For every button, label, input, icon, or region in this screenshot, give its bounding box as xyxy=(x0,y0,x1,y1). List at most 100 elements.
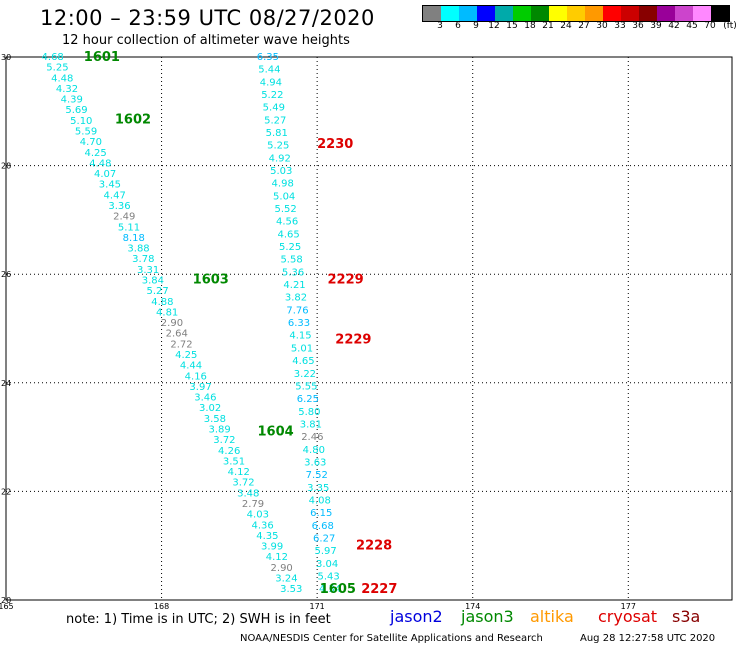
legend-label: 36 xyxy=(632,21,644,31)
color-scale-labels: 3 6 9 12 15 18 21 24 27 30 33 36 39 42 45 70 (ft) xyxy=(422,21,740,35)
pass-label: 1604 xyxy=(258,425,294,440)
wave-height-point: 4.16 xyxy=(185,371,207,382)
wave-height-point: 5.55 xyxy=(295,381,317,392)
plot-frame xyxy=(5,56,733,601)
wave-height-point: 4.39 xyxy=(61,95,83,106)
wave-height-point: 4.35 xyxy=(256,531,278,542)
wave-height-point: 4.07 xyxy=(94,169,116,180)
wave-height-point: 4.81 xyxy=(156,307,178,318)
wave-height-point: 4.15 xyxy=(289,331,311,342)
legend-swatch xyxy=(477,6,495,21)
pass-label: 1602 xyxy=(115,112,151,127)
wave-height-point: 3.72 xyxy=(232,478,254,489)
wave-height-point: 5.04 xyxy=(273,191,295,202)
wave-height-point: 3.04 xyxy=(316,559,338,570)
legend-label: 12 xyxy=(488,21,500,31)
wave-height-point: 4.36 xyxy=(251,520,273,531)
wave-height-point: 4.08 xyxy=(309,495,331,506)
wave-height-plot: 165 168 171 174 1773028262422204.685.254.484… xyxy=(0,50,733,610)
wave-height-point: 3.72 xyxy=(213,435,235,446)
legend-label: 45 xyxy=(686,21,698,31)
legend-swatch xyxy=(423,6,441,21)
legend-swatch xyxy=(585,6,603,21)
legend-swatch xyxy=(639,6,657,21)
legend-swatch xyxy=(531,6,549,21)
wave-height-point: 4.34 xyxy=(319,584,341,595)
pass-label: 2227 xyxy=(361,582,397,597)
pass-label: 2229 xyxy=(328,273,364,288)
pass-label: 2230 xyxy=(317,137,353,152)
y-tick-label: 24 xyxy=(1,379,11,388)
wave-height-point: 3.97 xyxy=(189,382,211,393)
legend-label: 24 xyxy=(560,21,572,31)
wave-height-point: 3.51 xyxy=(223,456,245,467)
x-tick-label: 171 xyxy=(310,602,325,610)
legend-swatch xyxy=(657,6,675,21)
legend-label: 27 xyxy=(578,21,590,31)
wave-height-point: 4.12 xyxy=(228,467,250,478)
wave-height-point: 2.90 xyxy=(271,563,293,574)
wave-height-point: 5.25 xyxy=(46,63,68,74)
wave-height-point: 5.11 xyxy=(118,222,140,233)
wave-height-point: 3.22 xyxy=(294,369,316,380)
wave-height-point: 4.03 xyxy=(247,510,269,521)
wave-height-point: 5.81 xyxy=(266,128,288,139)
legend-swatch xyxy=(495,6,513,21)
wave-height-point: 8.18 xyxy=(123,233,145,244)
wave-height-point: 5.27 xyxy=(146,286,168,297)
satellite-legend-s3a: s3a xyxy=(672,607,701,626)
wave-height-point: 6.27 xyxy=(313,533,335,544)
wave-height-point: 5.27 xyxy=(264,115,286,126)
legend-label: 3 xyxy=(437,21,443,31)
legend-label: 9 xyxy=(473,21,479,31)
wave-height-point: 3.45 xyxy=(99,180,121,191)
wave-height-point: 3.84 xyxy=(142,275,164,286)
wave-height-point: 2.72 xyxy=(170,339,192,350)
wave-height-point: 4.25 xyxy=(175,350,197,361)
wave-height-point: 5.10 xyxy=(70,116,92,127)
y-tick-label: 30 xyxy=(1,53,11,62)
x-tick-label: 174 xyxy=(465,602,480,610)
wave-height-point: 2.46 xyxy=(301,432,323,443)
wave-height-point: 6.35 xyxy=(257,52,279,63)
legend-swatch xyxy=(603,6,621,21)
credit-line: NOAA/NESDIS Center for Satellite Applica… xyxy=(240,633,543,644)
wave-height-point: 4.92 xyxy=(269,153,291,164)
wave-height-point: 6.25 xyxy=(297,394,319,405)
wave-height-point: 4.88 xyxy=(151,297,173,308)
wave-height-point: 4.80 xyxy=(303,445,325,456)
wave-height-point: 5.36 xyxy=(282,267,304,278)
wave-height-point: 5.44 xyxy=(258,65,280,76)
y-tick-label: 28 xyxy=(1,162,11,171)
wave-height-point: 3.82 xyxy=(285,293,307,304)
wave-height-point: 4.48 xyxy=(89,158,111,169)
legend-label: 18 xyxy=(524,21,536,31)
wave-height-point: 3.88 xyxy=(127,244,149,255)
legend-label: (ft) xyxy=(723,21,737,31)
satellite-legend-cryosat: cryosat xyxy=(598,607,658,626)
x-tick-label: 168 xyxy=(154,602,169,610)
wave-height-point: 3.89 xyxy=(209,424,231,435)
legend-swatch xyxy=(441,6,459,21)
wave-height-point: 3.24 xyxy=(275,573,297,584)
pass-label: 1601 xyxy=(84,50,120,65)
x-tick-label: 165 xyxy=(0,602,14,610)
wave-height-point: 4.65 xyxy=(292,356,314,367)
wave-height-point: 3.48 xyxy=(237,488,259,499)
y-tick-label: 20 xyxy=(1,596,11,605)
satellite-legend-altika: altika xyxy=(530,607,574,626)
legend-swatch xyxy=(693,6,711,21)
wave-height-point: 4.21 xyxy=(283,280,305,291)
pass-label: 1603 xyxy=(193,273,229,288)
wave-height-point: 4.25 xyxy=(84,148,106,159)
legend-label: 6 xyxy=(455,21,461,31)
legend-swatch xyxy=(567,6,585,21)
legend-label: 33 xyxy=(614,21,626,31)
wave-height-point: 3.53 xyxy=(280,584,302,595)
wave-height-point: 2.64 xyxy=(166,329,188,340)
legend-label: 42 xyxy=(668,21,680,31)
wave-height-point: 5.22 xyxy=(261,90,283,101)
legend-label: 30 xyxy=(596,21,608,31)
color-scale-legend xyxy=(422,5,730,22)
legend-swatch xyxy=(459,6,477,21)
